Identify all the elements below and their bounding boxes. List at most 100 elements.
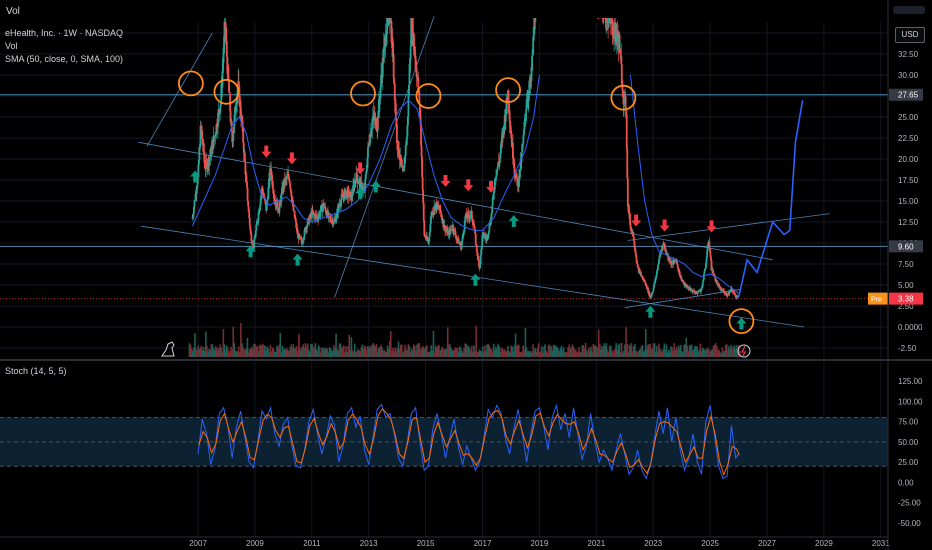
candle-body — [374, 118, 376, 121]
candle-body — [300, 238, 303, 240]
candle-body — [510, 133, 513, 138]
volume-bar — [275, 352, 277, 357]
volume-bar — [600, 349, 602, 357]
candle-body — [232, 133, 235, 141]
highlight-circles[interactable] — [177, 70, 755, 335]
volume-bar — [284, 349, 287, 357]
candle-body — [364, 179, 367, 192]
volume-bar — [190, 348, 193, 357]
candle-body — [452, 225, 455, 231]
volume-bar — [508, 351, 510, 357]
candle-body — [197, 159, 200, 165]
candle-body — [360, 180, 363, 184]
candle-body — [245, 175, 248, 182]
volume-bar — [566, 351, 568, 357]
volume-bar — [487, 344, 489, 357]
volume-bar — [624, 344, 626, 357]
volume-bar — [723, 350, 726, 357]
volume-bar — [391, 350, 393, 357]
volume-bar — [271, 347, 274, 357]
volume-bar — [462, 352, 464, 357]
candle-body — [370, 131, 373, 136]
candle-body — [288, 176, 291, 181]
candle-body — [287, 174, 290, 177]
price-badge-label: 9.60 — [898, 242, 914, 251]
candle-body — [688, 287, 691, 290]
currency-button[interactable]: USD — [895, 27, 925, 43]
candle-body — [298, 234, 301, 237]
volume-bar — [589, 350, 591, 357]
candle-body — [282, 182, 285, 192]
volume-bar — [476, 351, 479, 357]
year-tick-label: 2015 — [417, 539, 435, 548]
candle-body — [260, 188, 263, 195]
candle-body — [247, 206, 250, 211]
highlight-circle — [415, 83, 442, 109]
scroll-handle[interactable] — [893, 6, 925, 14]
candle-body — [365, 168, 368, 173]
candle-body — [412, 33, 415, 47]
candle-body — [525, 104, 528, 111]
volume-bar — [339, 343, 342, 357]
sma-indicator-label[interactable]: SMA (50, close, 0, SMA, 100) — [5, 54, 124, 64]
candle-body — [475, 245, 478, 253]
candle-body — [253, 238, 256, 240]
candle-body — [481, 235, 484, 246]
candle-body — [364, 174, 367, 180]
volume-bar — [364, 346, 367, 357]
volume-bar — [212, 348, 215, 357]
candle-body — [272, 193, 275, 196]
volume-bar — [661, 350, 663, 357]
candle-body — [418, 90, 421, 105]
candle-body — [702, 273, 705, 280]
signal-arrows[interactable] — [190, 145, 747, 330]
candle-body — [632, 236, 635, 242]
candle-body — [241, 115, 243, 125]
volume-bar — [279, 332, 282, 357]
candle-body — [675, 260, 677, 262]
volume-bar — [221, 352, 224, 357]
down-arrow-icon — [286, 152, 297, 165]
symbol-title[interactable]: eHealth, Inc. · 1W · NASDAQ — [5, 28, 124, 38]
candle-body — [198, 147, 201, 160]
price-tick-label: 30.00 — [898, 71, 919, 80]
candle-body — [643, 279, 646, 283]
volume-bar — [348, 334, 351, 357]
candle-body — [721, 289, 723, 291]
volume-bar — [450, 347, 452, 357]
candle-body — [642, 278, 645, 280]
candle-body — [410, 18, 413, 47]
volume-bar — [265, 350, 267, 357]
volume-bar — [505, 351, 508, 357]
candle-body — [195, 189, 198, 194]
volume-bar — [229, 352, 231, 357]
volume-bar — [582, 345, 585, 357]
volume-bar — [357, 349, 359, 357]
horizontal-levels[interactable] — [0, 94, 888, 300]
year-tick-label: 2023 — [644, 539, 662, 548]
candle-body — [606, 18, 608, 23]
candle-body — [533, 18, 536, 35]
volume-indicator-label[interactable]: Vol — [5, 41, 18, 51]
volume-bar — [489, 348, 492, 357]
volume-bar — [595, 347, 598, 357]
volume-bar — [652, 343, 655, 357]
candle-body — [514, 173, 517, 179]
candle-body — [319, 206, 322, 212]
candle-body — [396, 124, 398, 143]
candle-body — [274, 199, 276, 203]
candle-body — [710, 256, 712, 261]
candle-body — [663, 244, 666, 247]
candle-body — [703, 270, 706, 274]
candle-body — [208, 159, 211, 167]
candle-body — [624, 93, 626, 97]
stochastic-indicator-label[interactable]: Stoch (14, 5, 5) — [5, 366, 67, 376]
forecast-line[interactable] — [737, 100, 804, 298]
volume-bar — [295, 346, 298, 357]
candle-body — [484, 236, 487, 238]
candle-body — [324, 209, 327, 214]
volume-bar — [201, 350, 204, 357]
candle-body — [239, 100, 242, 113]
candle-body — [218, 109, 221, 113]
